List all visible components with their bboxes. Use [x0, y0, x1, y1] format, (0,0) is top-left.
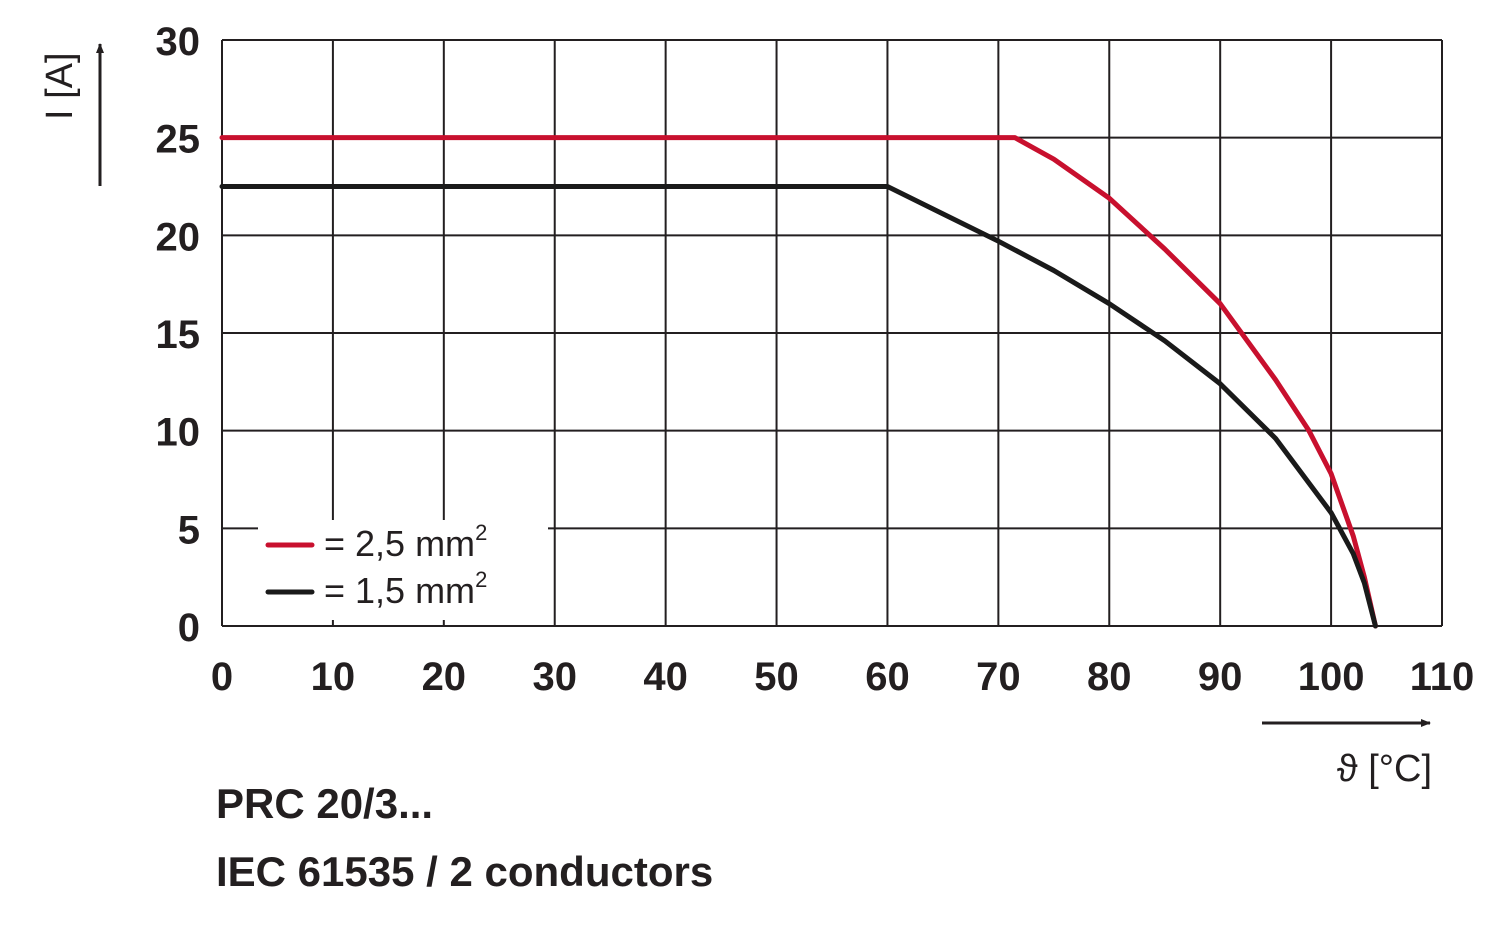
x-tick-label: 20	[422, 655, 467, 699]
y-axis-label: I [A]	[39, 52, 81, 120]
x-tick-label: 60	[865, 655, 910, 699]
x-tick-label: 70	[976, 655, 1021, 699]
x-axis-label: ϑ [°C]	[1337, 748, 1432, 790]
y-tick-label: 25	[156, 118, 201, 162]
y-tick-label: 15	[156, 313, 201, 357]
series-line-2-5-mm2	[219, 135, 1378, 629]
x-tick-label: 80	[1087, 655, 1132, 699]
legend-background	[258, 520, 548, 620]
x-tick-label: 100	[1298, 655, 1365, 699]
y-tick-label: 30	[156, 20, 201, 64]
product-caption: PRC 20/3...	[216, 780, 434, 827]
series-line-1-5-mm2	[219, 184, 1378, 629]
legend: = 2,5 mm2 = 1,5 mm2	[258, 520, 548, 620]
standard-caption: IEC 61535 / 2 conductors	[216, 848, 714, 895]
x-tick-label: 50	[754, 655, 799, 699]
x-tick-label: 110	[1410, 655, 1475, 699]
x-tick-label: 40	[643, 655, 688, 699]
y-tick-label: 10	[156, 411, 201, 455]
legend-label-1-5: = 1,5 mm2	[324, 567, 487, 611]
x-tick-label: 10	[311, 655, 356, 699]
x-tick-label: 0	[211, 655, 233, 699]
y-tick-label: 5	[178, 508, 200, 552]
y-tick-label: 20	[156, 215, 201, 259]
legend-label-2-5: = 2,5 mm2	[324, 520, 487, 564]
tick-labels: 0 10 20 30 40 50 60 70 80 90 100 110 0 5 10 15 20 25 30	[156, 20, 1475, 699]
y-tick-label: 0	[178, 606, 200, 650]
series-layer	[219, 135, 1378, 629]
x-tick-label: 30	[532, 655, 577, 699]
x-tick-label: 90	[1198, 655, 1243, 699]
